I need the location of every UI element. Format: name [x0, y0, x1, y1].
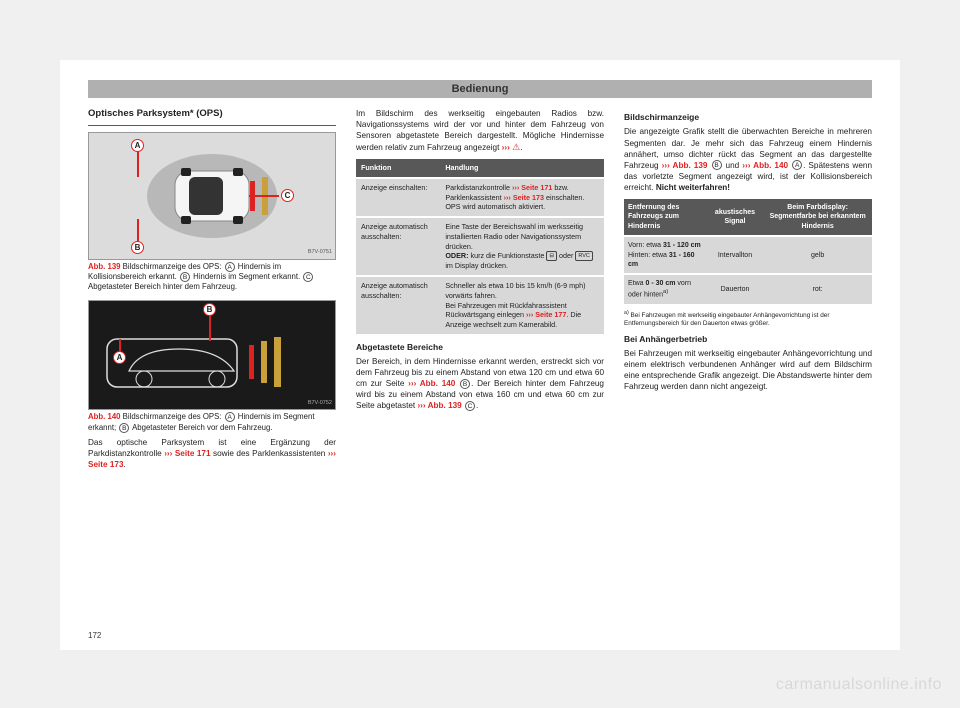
th: Beim Farbdisplay: Segmentfarbe bei erkan…	[763, 199, 872, 236]
cell: Dauerton	[707, 274, 764, 303]
cell: Anzeige automatisch ausschalten:	[356, 217, 440, 276]
intro-text: Im Bildschirm des werkseitig eingebauten…	[356, 108, 604, 153]
column-2: Im Bildschirm des werkseitig eingebauten…	[356, 108, 604, 475]
manual-page: Bedienung Optisches Parksystem* (OPS)	[60, 60, 900, 650]
table-row: Anzeige automatisch ausschalten: Eine Ta…	[356, 217, 604, 276]
cell: Anzeige einschalten:	[356, 178, 440, 217]
intro-paragraph: Das optische Parksystem ist eine Ergänzu…	[88, 437, 336, 470]
cell: Etwa 0 - 30 cm vorn oder hintena)	[624, 274, 707, 303]
cell: Schneller als etwa 10 bis 15 km/h (6-9 m…	[440, 276, 604, 334]
inline-a: A	[225, 262, 235, 272]
leader-line	[137, 151, 139, 177]
ref-link: ››› Abb. 139	[417, 401, 461, 410]
table-header-row: Entfernung des Fahrzeugs zum Hindernis a…	[624, 199, 872, 236]
inline-c: C	[465, 401, 475, 411]
distance-table: Entfernung des Fahrzeugs zum Hindernis a…	[624, 199, 872, 304]
table-header-row: Funktion Handlung	[356, 159, 604, 178]
paragraph: Der Bereich, in dem Hindernisse erkannt …	[356, 356, 604, 411]
cell: Intervallton	[707, 236, 764, 274]
figure-code: B7V-0751	[308, 249, 332, 256]
abb-ref: Abb. 139	[88, 262, 121, 271]
inline-b: B	[119, 423, 129, 433]
cell: Parkdistanzkontrolle ››› Seite 171 bzw. …	[440, 178, 604, 217]
column-3: Bildschirmanzeige Die angezeigte Grafik …	[624, 108, 872, 475]
inline-b: B	[460, 379, 470, 389]
caption-140: Abb. 140 Bildschirmanzeige des OPS: A Hi…	[88, 412, 336, 432]
bold-warning: Nicht weiterfahren!	[656, 183, 730, 192]
label-a: A	[131, 139, 144, 152]
leader-line	[249, 195, 279, 197]
column-1: Optisches Parksystem* (OPS)	[88, 108, 336, 475]
rvc-button-icon: RVC	[575, 251, 593, 261]
paragraph: Die angezeigte Grafik stellt die überwac…	[624, 126, 872, 192]
section-title: Optisches Parksystem* (OPS)	[88, 108, 336, 121]
warning-icon: ⚠	[512, 141, 520, 153]
watermark: carmanualsonline.info	[776, 676, 942, 694]
th: Entfernung des Fahrzeugs zum Hindernis	[624, 199, 707, 236]
table-row: Vorn: etwa 31 - 120 cm Hinten: etwa 31 -…	[624, 236, 872, 274]
caption-139: Abb. 139 Bildschirmanzeige des OPS: A Hi…	[88, 262, 336, 293]
inline-a: A	[792, 160, 802, 170]
th-handlung: Handlung	[440, 159, 604, 178]
cell: Anzeige automatisch ausschalten:	[356, 276, 440, 334]
cell: Eine Taste der Bereichswahl im werksseit…	[440, 217, 604, 276]
inline-a: A	[225, 412, 235, 422]
button-icon: ⊟	[546, 251, 557, 261]
inline-b: B	[180, 272, 190, 282]
abb-ref: Abb. 140	[88, 412, 121, 421]
figure-139: A B C B7V-0751	[88, 132, 336, 260]
subheading: Abgetastete Bereiche	[356, 342, 604, 353]
subheading: Bei Anhängerbetrieb	[624, 334, 872, 345]
ref-link: ››› Abb. 140	[408, 379, 455, 388]
paragraph: Bei Fahrzeugen mit werkseitig eingebaute…	[624, 348, 872, 392]
th: akustisches Signal	[707, 199, 764, 236]
figure-code: B7V-0752	[308, 400, 332, 407]
ref-link: ››› Abb. 140	[742, 161, 788, 170]
columns: Optisches Parksystem* (OPS)	[88, 108, 872, 475]
inline-c: C	[303, 272, 313, 282]
cell: Vorn: etwa 31 - 120 cm Hinten: etwa 31 -…	[624, 236, 707, 274]
label-b: B	[131, 241, 144, 254]
figure-140: A B B7V-0752	[88, 300, 336, 410]
ref-link: ››› Abb. 139	[662, 161, 708, 170]
cell: rot:	[763, 274, 872, 303]
table-row: Anzeige einschalten: Parkdistanzkontroll…	[356, 178, 604, 217]
table-row: Etwa 0 - 30 cm vorn oder hintena) Dauert…	[624, 274, 872, 303]
ref-arrow: ›››	[502, 143, 510, 152]
function-table: Funktion Handlung Anzeige einschalten: P…	[356, 159, 604, 333]
page-header: Bedienung	[88, 80, 872, 98]
table-row: Anzeige automatisch ausschalten: Schnell…	[356, 276, 604, 334]
title-underline	[88, 125, 336, 126]
subheading: Bildschirmanzeige	[624, 112, 872, 123]
ref-link: ››› Seite 171	[164, 449, 210, 458]
footnote: a) Bei Fahrzeugen mit werkseitig eingeba…	[624, 310, 872, 328]
label-c: C	[281, 189, 294, 202]
th-funktion: Funktion	[356, 159, 440, 178]
car-diagram-side	[89, 301, 335, 409]
inline-b: B	[712, 160, 722, 170]
cell: gelb	[763, 236, 872, 274]
page-number: 172	[88, 631, 101, 640]
